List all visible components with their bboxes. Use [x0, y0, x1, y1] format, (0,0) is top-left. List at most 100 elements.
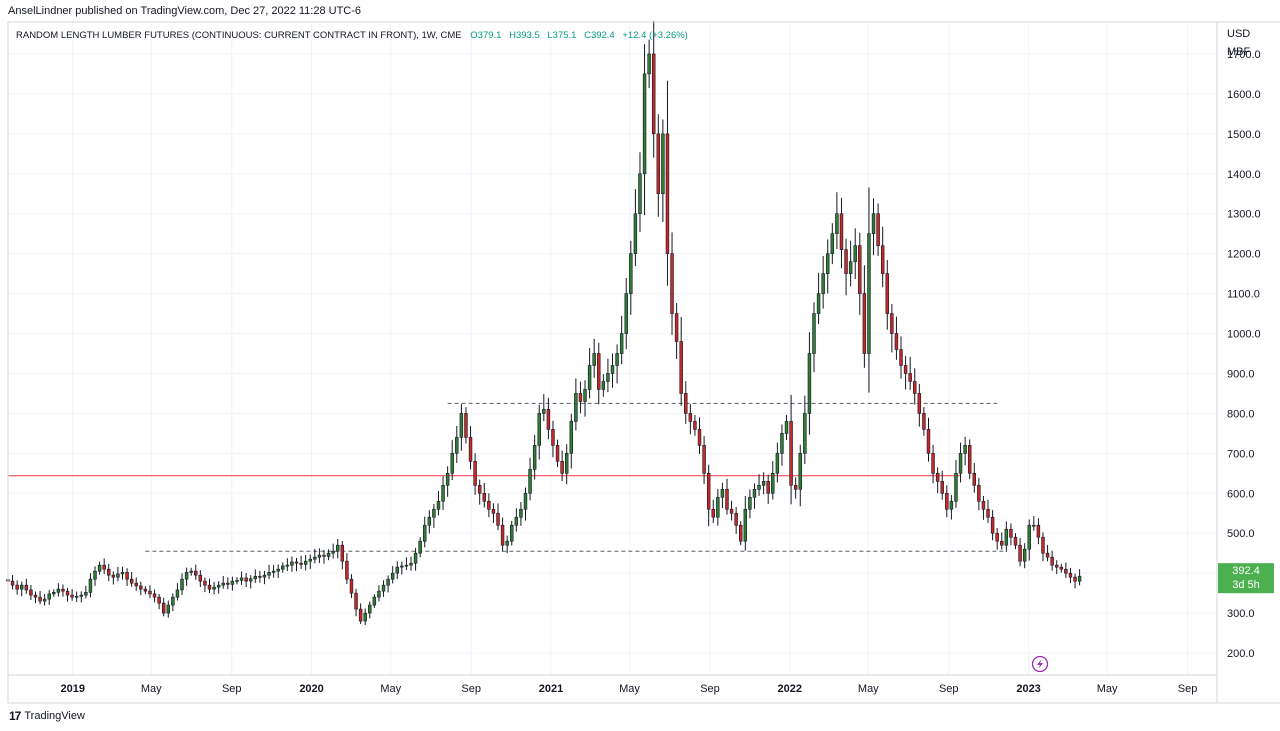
candle: [358, 603, 363, 624]
candle: [1027, 519, 1031, 561]
candle: [890, 304, 894, 353]
ohlc-close: C392.4: [584, 30, 615, 41]
y-tick-label: 300.0: [1227, 608, 1255, 620]
candle: [651, 20, 656, 158]
x-tick-label: May: [141, 683, 162, 695]
y-tick-label: 1500.0: [1227, 129, 1261, 141]
candle: [615, 344, 619, 384]
candle: [867, 187, 871, 393]
candle: [24, 578, 29, 594]
candle: [908, 356, 912, 390]
candle: [519, 501, 523, 526]
candle: [326, 549, 331, 561]
candle: [981, 495, 986, 520]
y-tick-label: 1200.0: [1227, 249, 1261, 261]
candle: [633, 189, 638, 267]
x-tick-label: 2020: [299, 683, 323, 695]
y-tick-label: 700.0: [1227, 448, 1255, 460]
candle: [839, 197, 844, 269]
candle: [803, 395, 807, 465]
candle: [624, 277, 628, 350]
candle: [706, 464, 711, 527]
title-text: RANDOM LENGTH LUMBER FUTURES (CONTINUOUS…: [16, 30, 462, 41]
candle: [267, 564, 271, 579]
candle: [720, 482, 725, 509]
candle: [793, 477, 798, 499]
candle: [395, 561, 399, 580]
tradingview-mark-icon: 17: [9, 709, 21, 723]
last-price-countdown: 3d 5h: [1232, 579, 1260, 591]
candle: [725, 478, 729, 515]
candle: [1009, 523, 1013, 546]
candle: [1077, 569, 1082, 586]
candle: [400, 561, 404, 575]
candle: [47, 589, 51, 605]
candle: [862, 265, 867, 368]
candle: [171, 593, 175, 612]
candle: [111, 571, 116, 585]
candle: [716, 488, 720, 526]
x-tick-label: May: [380, 683, 401, 695]
candle: [116, 566, 120, 582]
candle: [665, 80, 670, 286]
candle: [528, 457, 532, 501]
candle: [74, 591, 79, 602]
candle: [1022, 543, 1027, 569]
y-tick-label: 800.0: [1227, 408, 1255, 420]
candle: [88, 573, 93, 598]
candle: [1068, 568, 1073, 584]
candle: [551, 420, 555, 458]
candle: [821, 255, 825, 309]
candle: [423, 516, 427, 548]
candle: [496, 503, 500, 531]
candle: [757, 474, 761, 496]
candle: [1013, 533, 1018, 550]
candle: [679, 316, 683, 406]
grid: [8, 22, 1217, 675]
candle: [853, 228, 857, 279]
candle: [184, 567, 189, 586]
candle: [194, 564, 198, 580]
candle: [230, 576, 235, 591]
candle: [619, 315, 624, 365]
candle: [1032, 516, 1036, 531]
candle: [235, 577, 239, 585]
candle: [500, 517, 505, 552]
x-tick-label: Sep: [461, 683, 481, 695]
y-tick-label: 900.0: [1227, 368, 1255, 380]
candle: [1054, 560, 1059, 575]
candle: [436, 490, 441, 516]
candle: [15, 580, 19, 595]
candle: [84, 585, 88, 599]
candle: [152, 589, 157, 603]
candle: [317, 548, 322, 563]
candle: [926, 417, 931, 462]
y-tick-label: 1300.0: [1227, 209, 1261, 221]
candle: [203, 577, 207, 593]
candle: [642, 44, 647, 216]
tradingview-logo[interactable]: 17 TradingView: [9, 709, 85, 723]
candle: [1041, 532, 1045, 562]
price-levels: [8, 402, 1007, 552]
candle: [761, 472, 766, 495]
ohlc-change: +12.4 (+3.26%): [622, 30, 688, 41]
candle: [871, 198, 876, 256]
candle: [977, 477, 981, 511]
candle: [826, 239, 830, 294]
candle: [1004, 521, 1009, 552]
ohlc-high: H393.5: [509, 30, 540, 41]
candle: [455, 425, 459, 463]
lightning-icon[interactable]: [1031, 655, 1049, 673]
candle: [281, 562, 285, 573]
candle: [377, 585, 381, 602]
candle: [487, 493, 491, 518]
candle: [816, 272, 821, 325]
candle: [52, 589, 56, 597]
price-axis-labels: 200.0300.0400.0500.0600.0700.0800.0900.0…: [1227, 49, 1261, 660]
y-tick-label: 1100.0: [1227, 289, 1260, 301]
candle: [354, 588, 358, 617]
candle: [482, 483, 486, 508]
candle: [990, 510, 995, 541]
candle: [413, 547, 418, 571]
